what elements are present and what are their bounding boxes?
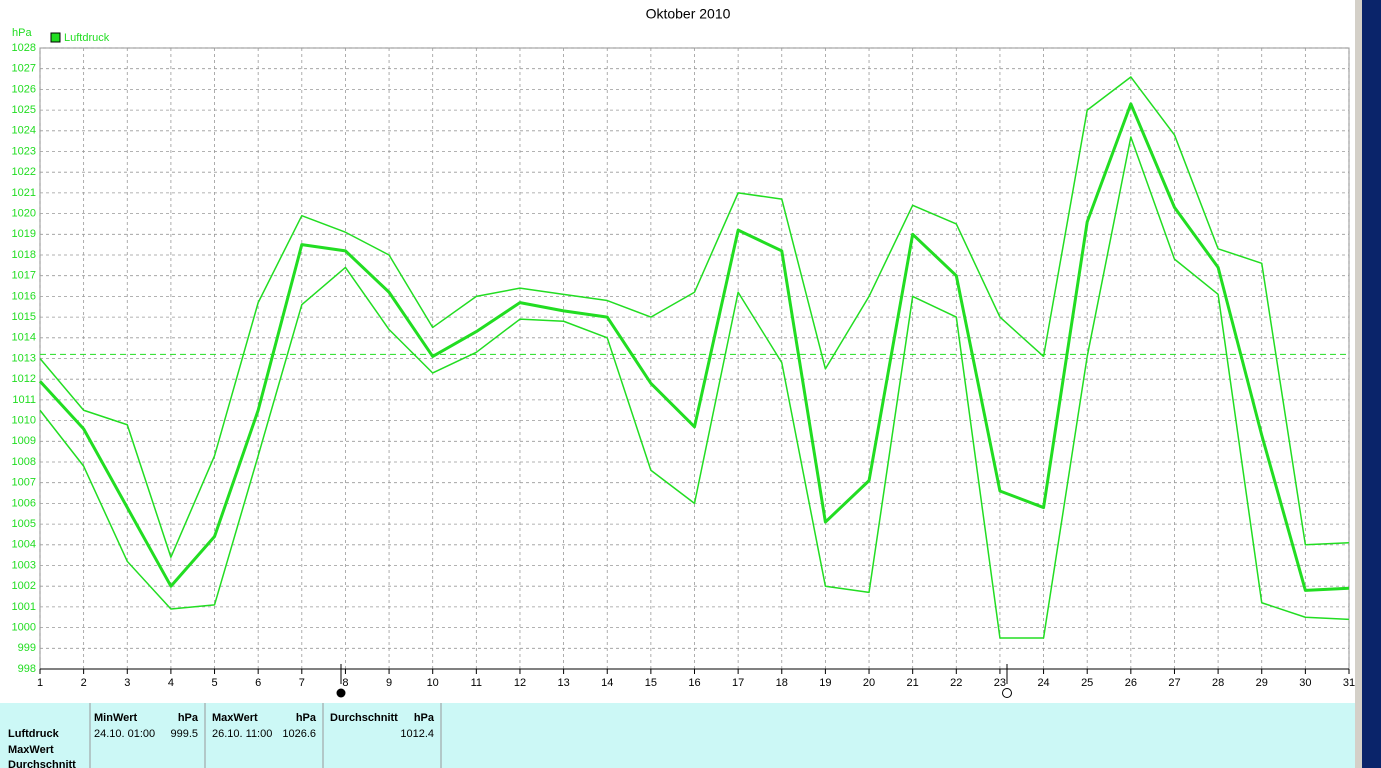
x-tick-label: 3 [124, 677, 130, 689]
x-tick-label: 7 [299, 677, 305, 689]
y-tick-label: 1027 [12, 63, 36, 75]
cell-value: 1026.6 [282, 728, 316, 740]
cell-time: 26.10. 11:00 [212, 728, 272, 740]
y-tick-label: 1021 [12, 187, 36, 199]
x-tick-label: 21 [907, 677, 919, 689]
y-tick-label: 1022 [12, 166, 36, 178]
legend-swatch [50, 32, 61, 43]
x-tick-label: 20 [863, 677, 875, 689]
y-tick-label: 1006 [12, 497, 36, 509]
col-unit: hPa [414, 712, 435, 724]
x-tick-label: 31 [1343, 677, 1355, 689]
y-tick-label: 1001 [12, 601, 36, 613]
y-tick-label: 1016 [12, 290, 36, 302]
y-tick-label: 1000 [12, 622, 36, 634]
x-tick-label: 1 [37, 677, 43, 689]
y-tick-label: 1008 [12, 456, 36, 468]
window-border [1355, 0, 1362, 768]
col-header: MaxWert [212, 712, 258, 724]
y-tick-label: 1002 [12, 580, 36, 592]
x-tick-label: 8 [342, 677, 348, 689]
y-tick-label: 1013 [12, 352, 36, 364]
row-label: MaxWert [8, 744, 54, 756]
y-tick-label: 1005 [12, 518, 36, 530]
x-tick-label: 17 [732, 677, 744, 689]
y-tick-label: 1014 [12, 332, 36, 344]
table-background [0, 703, 1355, 768]
y-tick-label: 1009 [12, 435, 36, 447]
y-tick-label: 1010 [12, 415, 36, 427]
x-tick-label: 22 [950, 677, 962, 689]
summary-table: Luftdruck MaxWert Durchschnitt MinWert h… [0, 703, 1355, 768]
x-tick-label: 4 [168, 677, 174, 689]
x-tick-label: 19 [819, 677, 831, 689]
col-unit: hPa [178, 712, 199, 724]
row-label: Luftdruck [8, 728, 60, 740]
series-line [39, 76, 1350, 558]
x-tick-label: 30 [1299, 677, 1311, 689]
col-header: Durchschnitt [330, 712, 398, 724]
x-tick-label: 11 [471, 677, 482, 689]
y-tick-label: 1028 [12, 42, 36, 54]
y-axis-unit: hPa [12, 27, 32, 39]
y-tick-label: 1017 [12, 270, 36, 282]
x-tick-label: 16 [688, 677, 700, 689]
x-tick-label: 24 [1037, 677, 1049, 689]
x-tick-label: 28 [1212, 677, 1224, 689]
col-unit: hPa [296, 712, 317, 724]
x-tick-label: 26 [1125, 677, 1137, 689]
x-tick-label: 13 [557, 677, 569, 689]
x-tick-label: 9 [386, 677, 392, 689]
cell-value: 999.5 [170, 728, 198, 740]
col-header: MinWert [94, 712, 138, 724]
y-tick-label: 1003 [12, 559, 36, 571]
x-tick-label: 10 [427, 677, 439, 689]
window-edge [1362, 0, 1381, 768]
x-tick-label: 5 [211, 677, 217, 689]
y-tick-label: 1012 [12, 373, 36, 385]
x-tick-label: 18 [776, 677, 788, 689]
y-tick-label: 1025 [12, 104, 36, 116]
chart-title: Oktober 2010 [646, 6, 731, 22]
y-tick-label: 1020 [12, 208, 36, 220]
series-line [38, 102, 1350, 592]
y-tick-label: 1024 [12, 125, 36, 137]
new-moon-icon [1002, 688, 1012, 698]
y-tick-label: 1023 [12, 145, 36, 157]
x-tick-label: 2 [81, 677, 87, 689]
plot: 998 999 1000 1001 1002 1003 1004 1005 1006 1007 10… [12, 42, 1356, 689]
x-tick-label: 23 [994, 677, 1006, 689]
cell-time: 24.10. 01:00 [94, 728, 155, 740]
x-tick-label: 29 [1256, 677, 1268, 689]
x-tick-label: 14 [601, 677, 613, 689]
x-tick-label: 6 [255, 677, 261, 689]
x-tick-label: 12 [514, 677, 526, 689]
y-tick-label: 1007 [12, 477, 36, 489]
x-tick-label: 27 [1168, 677, 1180, 689]
x-tick-label: 15 [645, 677, 657, 689]
y-tick-label: 999 [18, 642, 36, 654]
full-moon-icon [336, 688, 346, 698]
y-tick-label: 1015 [12, 311, 36, 323]
y-tick-label: 1018 [12, 249, 36, 261]
y-tick-label: 1004 [12, 539, 36, 551]
y-tick-label: 1011 [12, 394, 36, 406]
series-line [39, 136, 1350, 639]
cell-value: 1012.4 [400, 728, 434, 740]
legend-label: Luftdruck [64, 32, 110, 44]
x-tick-label: 25 [1081, 677, 1093, 689]
y-tick-label: 1019 [12, 228, 36, 240]
y-tick-label: 998 [18, 663, 36, 675]
y-tick-label: 1026 [12, 83, 36, 95]
row-label: Durchschnitt [8, 759, 76, 768]
